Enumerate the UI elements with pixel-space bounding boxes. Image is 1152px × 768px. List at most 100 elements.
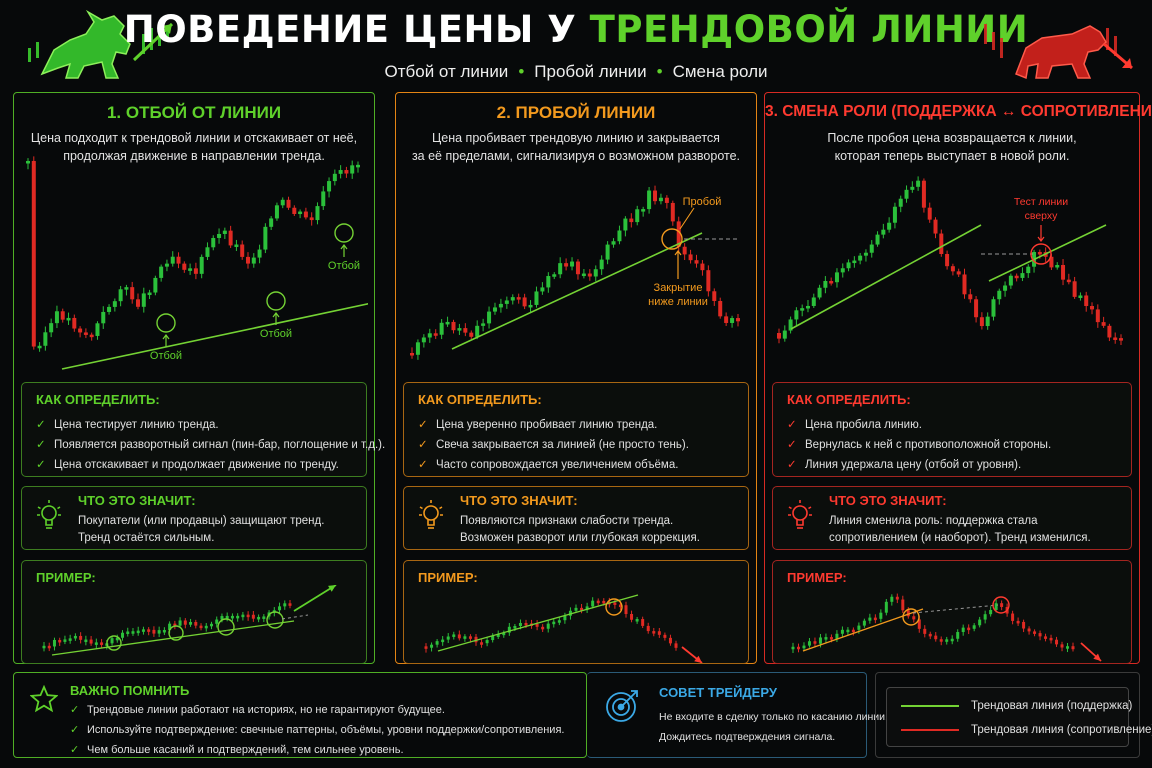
candle xyxy=(518,622,522,627)
example-chart xyxy=(42,585,337,656)
candle xyxy=(921,180,926,208)
candle xyxy=(457,634,461,639)
check-icon: ✓ xyxy=(70,724,80,736)
candle xyxy=(424,646,428,649)
support-line xyxy=(802,608,924,652)
candle xyxy=(1038,633,1042,637)
candle xyxy=(813,641,817,644)
candle xyxy=(280,199,285,206)
check-icon: ✓ xyxy=(418,419,428,431)
candle xyxy=(712,291,717,301)
lightbulb-icon xyxy=(37,500,61,529)
page-title: ПОВЕДЕНИЕ ЦЕНЫ У ТРЕНДОВОЙ ЛИНИИ xyxy=(123,8,1029,51)
candle xyxy=(558,263,563,275)
candle xyxy=(445,321,450,325)
candle xyxy=(147,292,152,296)
candle xyxy=(1101,322,1106,326)
candle xyxy=(618,604,622,608)
candle xyxy=(182,263,187,270)
candle xyxy=(904,189,909,199)
candle xyxy=(901,599,905,611)
target-icon xyxy=(606,690,638,722)
candle xyxy=(110,638,114,644)
candle xyxy=(823,280,828,288)
candle xyxy=(274,205,279,219)
candle xyxy=(983,614,987,620)
candle xyxy=(321,191,326,207)
candle xyxy=(1095,309,1100,323)
candle xyxy=(257,249,262,258)
candle xyxy=(1008,275,1013,286)
candle xyxy=(492,307,497,312)
candle xyxy=(624,605,628,614)
candle xyxy=(286,199,291,208)
candle xyxy=(807,641,811,646)
candle xyxy=(463,636,467,639)
candle xyxy=(923,628,927,634)
touch-marker xyxy=(217,618,235,636)
candle xyxy=(906,610,910,617)
candle xyxy=(535,623,539,627)
candle xyxy=(700,263,705,271)
candle xyxy=(222,230,227,234)
candle xyxy=(962,274,967,295)
candle xyxy=(159,266,164,278)
retest-label: Тест линии xyxy=(1014,196,1068,208)
header: ПОВЕДЕНИЕ ЦЕНЫ У ТРЕНДОВОЙ ЛИНИИ Отбой о… xyxy=(0,0,1152,90)
candle xyxy=(811,297,816,306)
candle xyxy=(818,637,822,644)
candle xyxy=(89,639,93,644)
candle xyxy=(884,601,888,613)
candle xyxy=(439,322,444,335)
candle xyxy=(599,259,604,270)
candle xyxy=(94,642,98,645)
candle xyxy=(60,311,65,320)
candle xyxy=(834,272,839,283)
candle xyxy=(54,311,59,324)
candle xyxy=(892,206,897,223)
check-icon: ✓ xyxy=(36,439,46,451)
candle xyxy=(968,294,973,300)
candle xyxy=(188,268,193,271)
candle xyxy=(978,619,982,626)
candle xyxy=(485,640,489,644)
support-line xyxy=(51,620,295,656)
meaning-text: Появляются признаки слабости тренда. Возм… xyxy=(460,515,700,544)
candle xyxy=(356,164,360,168)
candle xyxy=(73,635,77,639)
candle xyxy=(228,230,233,246)
candle xyxy=(502,632,506,636)
how-title: КАК ОПРЕДЕЛИТЬ: xyxy=(787,392,911,407)
support-line xyxy=(61,303,368,370)
candle xyxy=(835,633,839,640)
candle xyxy=(674,643,678,648)
candle xyxy=(540,287,545,292)
candle xyxy=(534,291,539,305)
candle xyxy=(480,642,484,645)
candle xyxy=(829,637,833,640)
arrow-icon xyxy=(674,250,682,256)
candle xyxy=(961,627,965,633)
candle xyxy=(136,299,140,307)
candle xyxy=(641,209,646,212)
candle xyxy=(829,280,834,284)
check-item: ✓ Часто сопровождается увеличением объёма… xyxy=(418,455,689,475)
candle xyxy=(1119,338,1123,341)
example-chart xyxy=(424,594,703,663)
candle xyxy=(635,619,639,622)
candle xyxy=(1066,646,1070,649)
candle xyxy=(524,622,528,626)
bear-icon xyxy=(984,24,1133,80)
candle xyxy=(37,345,42,349)
candle xyxy=(1071,646,1075,650)
candle xyxy=(939,233,944,255)
candle xyxy=(491,635,495,641)
meaning-text: Покупатели (или продавцы) защищают тренд… xyxy=(78,515,325,544)
candle xyxy=(676,221,681,247)
candle xyxy=(230,615,234,619)
touch-marker xyxy=(168,625,184,641)
candle xyxy=(585,606,589,610)
legend-support: Трендовая линия (поддержка) xyxy=(901,700,1132,712)
candle xyxy=(796,646,800,650)
breakout-chart: Пробой Закрытие ниже линии xyxy=(410,185,740,360)
